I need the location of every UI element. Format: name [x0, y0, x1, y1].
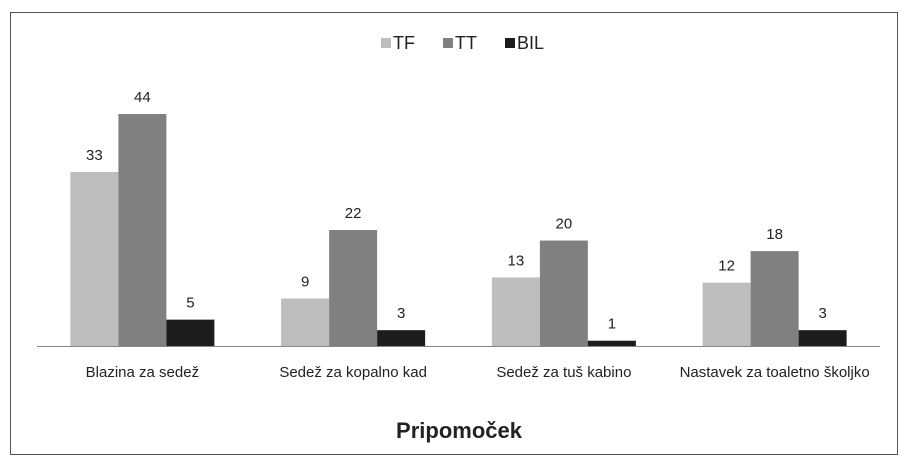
value-label: 18: [766, 226, 783, 243]
x-tick-label: Sedež za tuš kabino: [496, 364, 631, 381]
value-label: 3: [397, 305, 405, 322]
value-label: 9: [301, 274, 309, 291]
bar: [70, 172, 119, 346]
bar: [377, 330, 426, 346]
x-tick-label: Blazina za sedež: [86, 364, 199, 381]
x-tick-label: Sedež za kopalno kad: [279, 364, 427, 381]
legend-swatch: [505, 38, 515, 48]
bar: [750, 251, 799, 346]
value-label: 33: [86, 147, 103, 164]
legend-label: TT: [455, 33, 477, 53]
x-axis-title: Pripomoček: [396, 418, 523, 443]
x-tick-label: Nastavek za toaletno školjko: [680, 364, 870, 381]
value-label: 22: [345, 205, 362, 222]
bar: [539, 240, 588, 346]
value-label: 20: [556, 216, 573, 233]
value-label: 12: [718, 258, 735, 275]
legend-swatch: [381, 38, 391, 48]
value-label: 1: [608, 316, 616, 333]
bar: [281, 298, 330, 346]
bar: [329, 230, 378, 346]
legend-swatch: [443, 38, 453, 48]
value-label: 3: [818, 305, 826, 322]
legend-label: BIL: [517, 33, 544, 53]
bar: [798, 330, 847, 346]
bar: [587, 340, 636, 346]
bar: [118, 114, 167, 346]
bar: [702, 282, 751, 346]
bar: [166, 319, 215, 346]
value-label: 5: [186, 295, 194, 312]
value-label: 13: [508, 252, 525, 269]
bar: [491, 277, 540, 346]
legend-label: TF: [393, 33, 415, 53]
value-label: 44: [134, 89, 151, 106]
